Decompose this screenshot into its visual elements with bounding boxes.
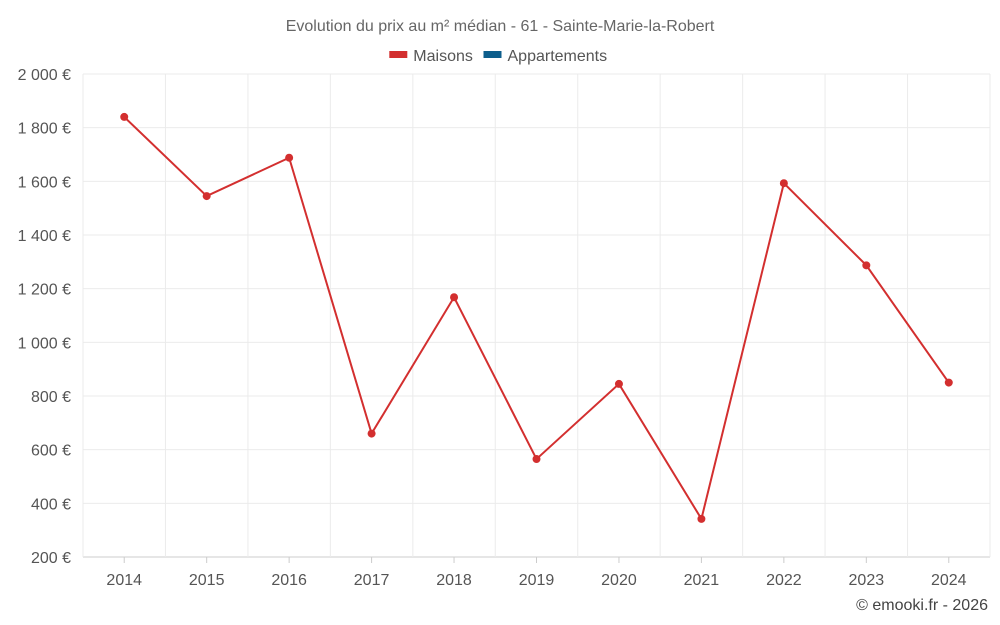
legend-label[interactable]: Appartements	[508, 48, 608, 65]
legend: Maisons Appartements	[389, 48, 607, 65]
x-tick-label: 2018	[436, 572, 472, 589]
data-point[interactable]	[779, 179, 788, 188]
x-tick-label: 2016	[271, 572, 307, 589]
data-point[interactable]	[697, 514, 706, 523]
y-tick-label: 2 000 €	[18, 67, 71, 84]
data-point[interactable]	[120, 112, 129, 121]
data-point[interactable]	[944, 378, 953, 387]
y-tick-label: 400 €	[31, 496, 71, 513]
chart-title: Evolution du prix au m² médian - 61 - Sa…	[286, 18, 715, 35]
y-tick-label: 200 €	[31, 550, 71, 567]
data-point[interactable]	[202, 192, 211, 201]
y-axis: 200 € 400 € 600 € 800 € 1 000 € 1 200 € 1 400 …	[18, 67, 71, 567]
x-tick-label: 2014	[106, 572, 142, 589]
credit-label: © emooki.fr - 2026	[856, 597, 988, 614]
y-tick-label: 1 800 €	[18, 121, 71, 138]
x-tick-label: 2021	[684, 572, 720, 589]
plot-area	[120, 112, 953, 523]
y-tick-label: 1 000 €	[18, 335, 71, 352]
y-tick-label: 800 €	[31, 389, 71, 406]
data-point[interactable]	[367, 429, 376, 438]
data-point[interactable]	[532, 455, 541, 464]
x-tick-label: 2024	[931, 572, 967, 589]
y-tick-label: 600 €	[31, 443, 71, 460]
x-tick-label: 2020	[601, 572, 637, 589]
x-tick-label: 2019	[519, 572, 555, 589]
y-tick-label: 1 400 €	[18, 228, 71, 245]
x-tick-label: 2022	[766, 572, 802, 589]
legend-swatch-appartements	[483, 51, 502, 58]
data-point[interactable]	[862, 261, 871, 270]
y-tick-label: 1 200 €	[18, 282, 71, 299]
legend-label[interactable]: Maisons	[413, 48, 473, 65]
data-point[interactable]	[450, 293, 459, 302]
x-tick-label: 2015	[189, 572, 225, 589]
x-tick-label: 2017	[354, 572, 390, 589]
grid	[82, 73, 991, 558]
legend-swatch-maisons	[389, 51, 408, 58]
data-point[interactable]	[614, 379, 623, 388]
x-axis: 2014 2015 2016 2017 2018 2019 2020 2021 2022 2023…	[106, 557, 967, 589]
x-tick-label: 2023	[849, 572, 885, 589]
y-tick-label: 1 600 €	[18, 174, 71, 191]
data-point[interactable]	[285, 153, 294, 162]
